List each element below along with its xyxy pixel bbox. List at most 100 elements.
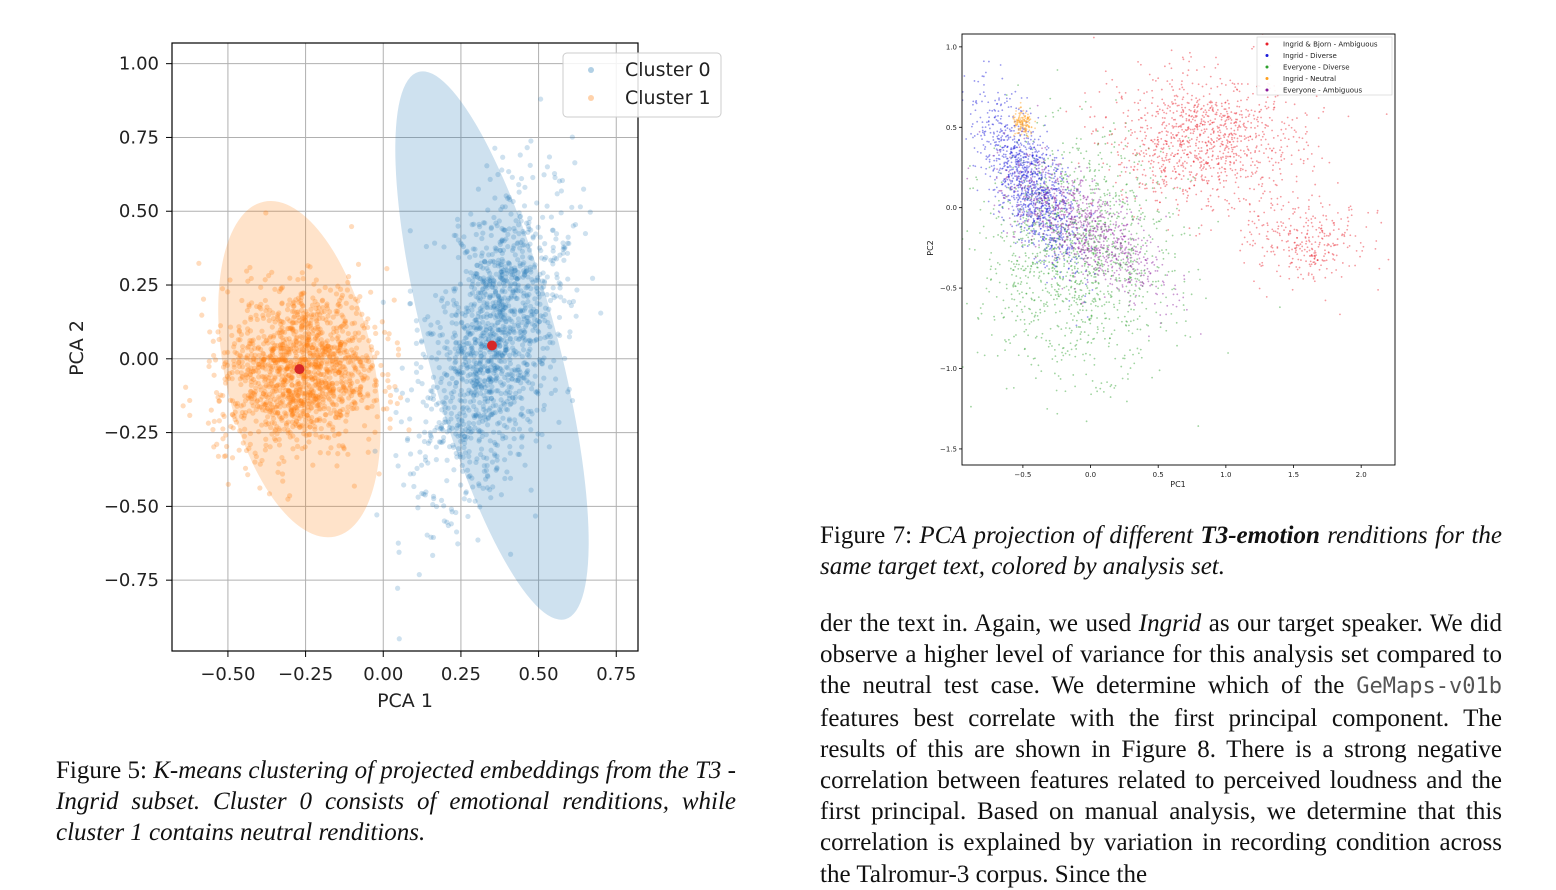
series-2-point — [1127, 204, 1129, 206]
cluster-1-point — [285, 497, 290, 502]
series-0-point — [1233, 130, 1235, 132]
series-2-point — [1050, 328, 1052, 330]
series-0-point — [1332, 243, 1334, 245]
series-2-point — [1022, 265, 1024, 267]
cluster-0-point — [414, 361, 419, 366]
cluster-1-point — [302, 427, 307, 432]
series-0-point — [1255, 133, 1257, 135]
cluster-0-point — [430, 502, 435, 507]
series-2-point — [1166, 230, 1168, 232]
cluster-0-point — [554, 231, 559, 236]
series-2-point — [1056, 413, 1058, 415]
cluster-ellipses — [191, 55, 628, 636]
series-0-point — [1274, 209, 1276, 211]
series-0-point — [1136, 138, 1138, 140]
series-2-point — [1103, 233, 1105, 235]
series-2-point — [984, 354, 986, 356]
series-2-point — [1165, 296, 1167, 298]
series-2-point — [1151, 377, 1153, 379]
series-0-point — [1233, 153, 1235, 155]
series-0-point — [1330, 245, 1332, 247]
series-2-point — [1075, 348, 1077, 350]
cluster-1-point — [372, 430, 377, 435]
series-0-point — [1254, 223, 1256, 225]
cluster-0-point — [431, 494, 436, 499]
series-0-point — [1164, 117, 1166, 119]
series-2-point — [1068, 308, 1070, 310]
series-2-point — [1089, 290, 1091, 292]
cluster-1-point — [230, 398, 235, 403]
cluster-1-point — [272, 287, 277, 292]
cluster-0-point — [408, 471, 413, 476]
cluster-0-point — [477, 326, 482, 331]
series-0-point — [1190, 121, 1192, 123]
cluster-1-point — [230, 370, 235, 375]
series-2-point — [1029, 287, 1031, 289]
cluster-0-point — [441, 244, 446, 249]
cluster-1-point — [225, 374, 230, 379]
cluster-0-point — [493, 315, 498, 320]
cluster-1-point — [299, 403, 304, 408]
series-2-point — [1141, 225, 1143, 227]
series-2-point — [975, 176, 977, 178]
cluster-1-point — [259, 422, 264, 427]
series-2-point — [1162, 252, 1164, 254]
cluster-0-point — [447, 381, 452, 386]
series-2-point — [1069, 327, 1071, 329]
cluster-1-point — [282, 394, 287, 399]
series-2-point — [1096, 245, 1098, 247]
series-0-point — [1307, 225, 1309, 227]
series-0-point — [1313, 261, 1315, 263]
cluster-0-point — [474, 388, 479, 393]
series-2-point — [1125, 286, 1127, 288]
series-0-point — [1291, 249, 1293, 251]
series-0-point — [1205, 153, 1207, 155]
series-2-point — [1091, 316, 1093, 318]
series-2-point — [1057, 110, 1059, 112]
series-2-point — [1012, 254, 1014, 256]
cluster-1-point — [263, 277, 268, 282]
cluster-0-point — [449, 521, 454, 526]
series-2-point — [1097, 326, 1099, 328]
series-0-point — [1154, 143, 1156, 145]
cluster-1-point — [256, 369, 261, 374]
series-0-point — [1229, 164, 1231, 166]
cluster-1-point — [263, 419, 268, 424]
series-2-point — [1058, 295, 1060, 297]
series-2-point — [1074, 297, 1076, 299]
cluster-1-point — [290, 320, 295, 325]
cluster-0-point — [468, 435, 473, 440]
cluster-0-point — [453, 369, 458, 374]
series-0-point — [1201, 208, 1203, 210]
cluster-1-point — [290, 446, 295, 451]
cluster-0-point — [460, 469, 465, 474]
cluster-1-point — [312, 427, 317, 432]
series-2-point — [1089, 354, 1091, 356]
series-2-point — [1118, 277, 1120, 279]
cluster-1-point — [256, 335, 261, 340]
cluster-0-point — [462, 413, 467, 418]
cluster-0-point — [505, 347, 510, 352]
series-0-point — [1221, 119, 1223, 121]
cluster-0-point — [478, 296, 483, 301]
cluster-0-point — [520, 238, 525, 243]
cluster-0-point — [459, 417, 464, 422]
series-2-point — [1076, 283, 1078, 285]
cluster-0-point — [518, 329, 523, 334]
cluster-1-point — [345, 280, 350, 285]
series-0-point — [1208, 165, 1210, 167]
series-2-point — [1174, 270, 1176, 272]
series-0-point — [1150, 163, 1152, 165]
series-2-point — [1078, 227, 1080, 229]
cluster-1-point — [263, 210, 268, 215]
series-0-point — [1267, 157, 1269, 159]
series-2-point — [1097, 130, 1099, 132]
y-axis-label: PCA 2 — [66, 320, 88, 376]
series-0-point — [1152, 166, 1154, 168]
series-2-point — [1103, 327, 1105, 329]
series-0-point — [1172, 89, 1174, 91]
series-2-point — [1124, 278, 1126, 280]
cluster-1-point — [285, 316, 290, 321]
series-2-point — [1087, 341, 1089, 343]
cluster-1-point — [270, 324, 275, 329]
